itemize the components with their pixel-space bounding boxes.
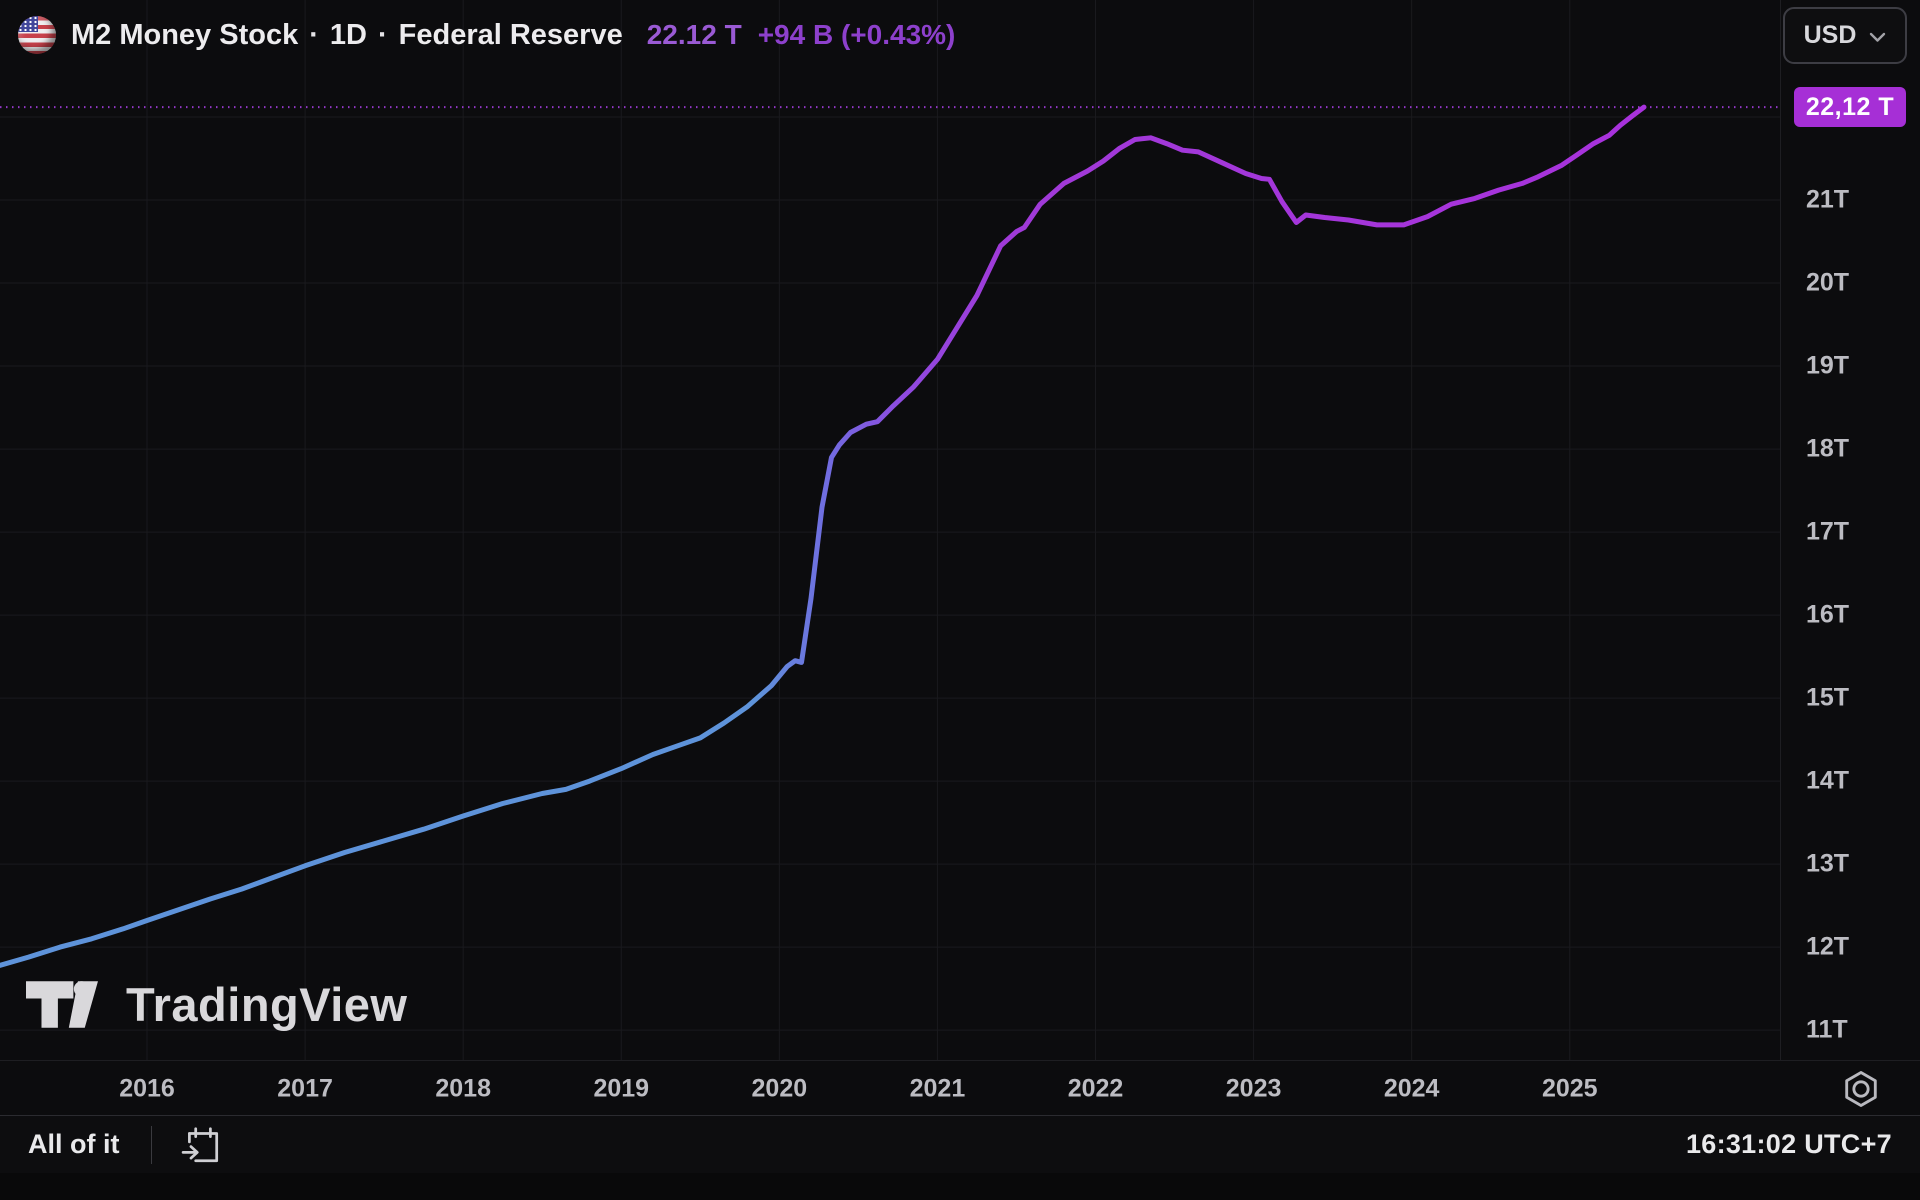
toolbar-divider — [151, 1125, 153, 1164]
price-axis-label: 16T — [1806, 600, 1850, 629]
price-axis-label: 17T — [1806, 517, 1850, 546]
time-axis-label: 2024 — [1383, 1074, 1440, 1103]
price-axis-label: 21T — [1806, 185, 1850, 214]
price-change-value: +94 B (+0.43%) — [757, 19, 956, 50]
price-scale-axis[interactable]: 22,12 T 21T 20T 19T 18T 17T 16T 15T 14T 13T 12T 11… — [1780, 0, 1920, 1060]
go-to-date-button[interactable] — [176, 1119, 228, 1171]
clock-timezone-button[interactable]: 16:31:02 UTC+7 — [1685, 1129, 1892, 1159]
bottom-toolbar: All of it 16:31:02 UTC+7 — [0, 1115, 1920, 1174]
date-range-button[interactable]: All of it — [28, 1129, 120, 1159]
price-axis-label: 20T — [1806, 268, 1850, 297]
interval-label: 1D — [329, 18, 367, 51]
us-flag-icon — [18, 16, 56, 54]
time-axis-label: 2018 — [435, 1074, 491, 1103]
settings-gear-icon — [1845, 1071, 1877, 1107]
last-price-badge: 22,12 T — [1794, 87, 1906, 128]
price-axis-label: 15T — [1806, 683, 1850, 712]
last-price-value: 22.12 T — [646, 19, 742, 50]
legend-separator: · — [377, 18, 388, 51]
time-axis-label: 2022 — [1067, 1074, 1124, 1103]
time-axis-label: 2025 — [1541, 1074, 1598, 1103]
time-scale-axis[interactable]: 2016 2017 2018 2019 2020 2021 2022 2023 2024 2025 — [0, 1060, 1920, 1116]
symbol-legend[interactable]: M2 Money Stock · 1D · Federal Reserve 22… — [0, 0, 1788, 70]
time-axis-label: 2020 — [751, 1074, 808, 1103]
currency-label: USD — [1803, 21, 1857, 49]
time-axis-label: 2021 — [909, 1074, 966, 1103]
go-to-date-calendar-icon — [182, 1126, 219, 1162]
window-bottom-strip — [0, 1173, 1920, 1200]
chart-canvas[interactable]: TradingView — [0, 0, 1796, 1060]
time-axis-label: 2017 — [277, 1074, 333, 1103]
currency-dropdown[interactable]: USD — [1783, 7, 1907, 64]
symbol-title: M2 Money Stock — [71, 18, 299, 51]
chart-settings-button[interactable] — [1836, 1064, 1886, 1114]
source-label: Federal Reserve — [398, 18, 623, 51]
price-axis-label: 14T — [1806, 766, 1850, 795]
chevron-down-icon — [1870, 32, 1886, 42]
price-axis-label: 11T — [1806, 1015, 1848, 1044]
time-axis-label: 2016 — [119, 1074, 175, 1103]
price-line-chart — [0, 0, 1796, 1060]
time-axis-label: 2019 — [593, 1074, 650, 1103]
time-axis-label: 2023 — [1225, 1074, 1282, 1103]
price-axis-label: 19T — [1806, 351, 1850, 380]
legend-separator: · — [309, 18, 319, 51]
price-axis-label: 13T — [1806, 849, 1850, 878]
price-axis-label: 18T — [1806, 434, 1850, 463]
price-axis-label: 12T — [1806, 932, 1850, 961]
